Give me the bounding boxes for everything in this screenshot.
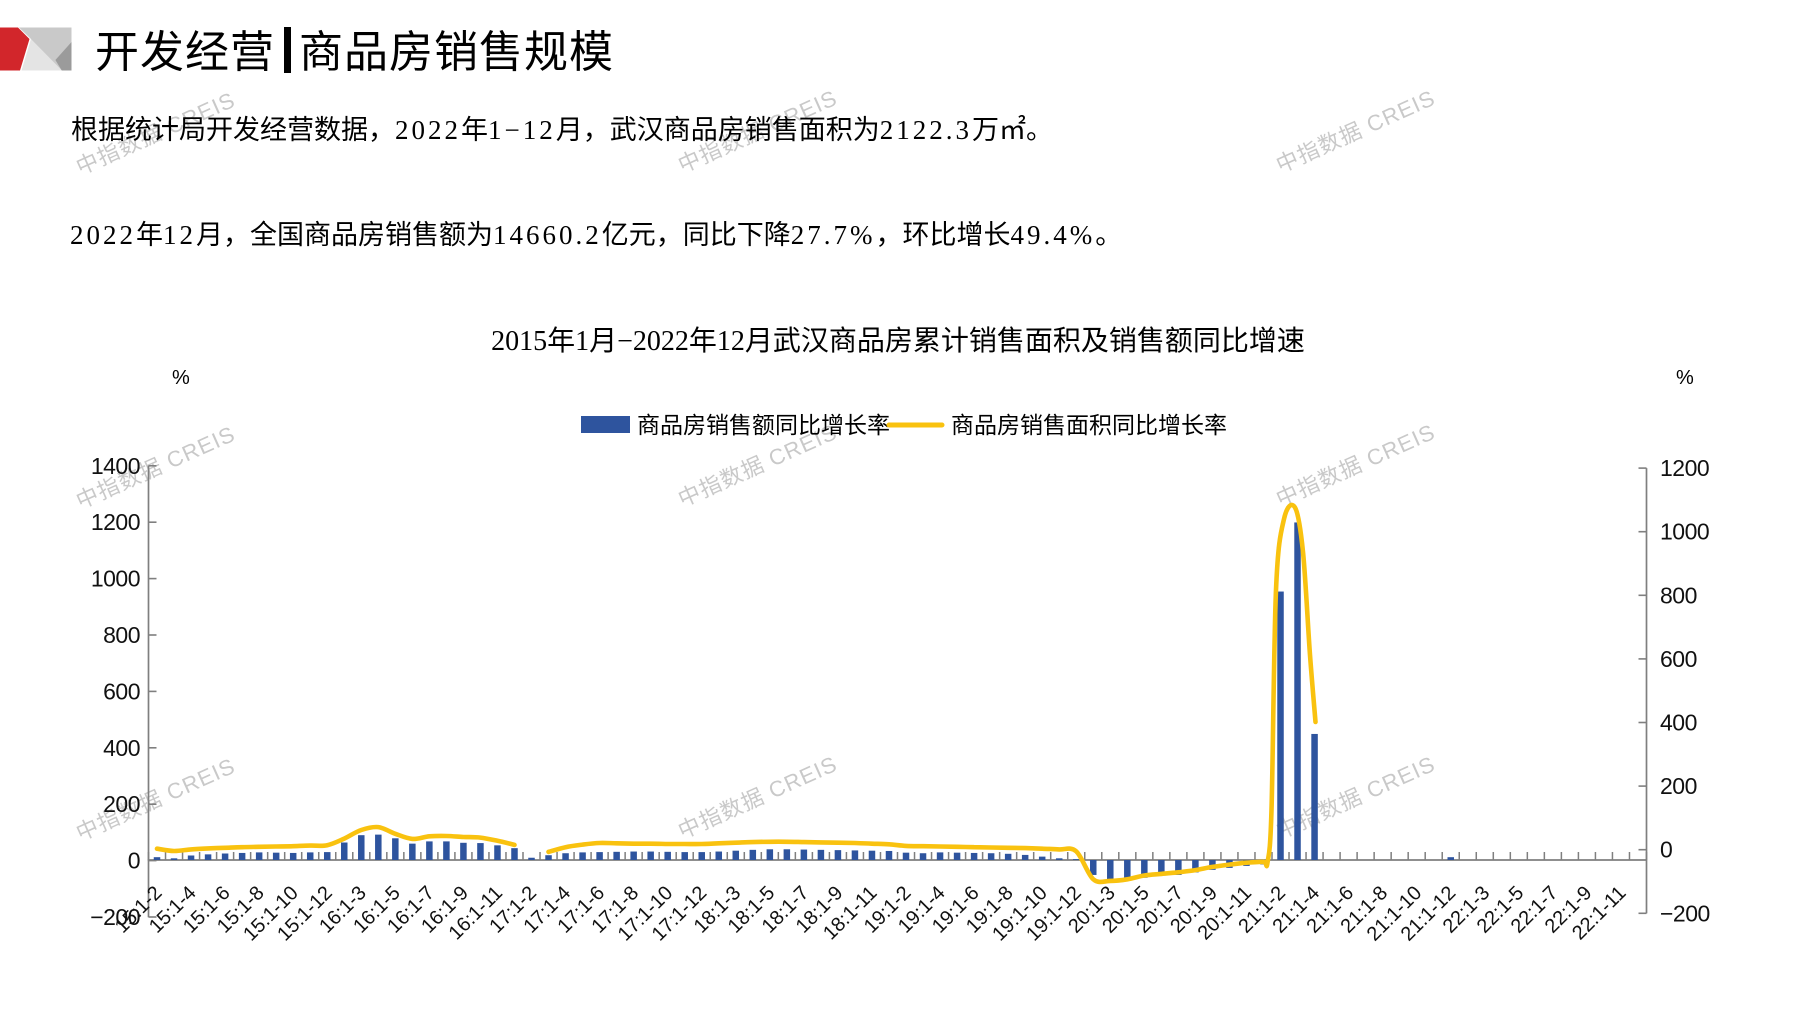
svg-text:200: 200 [1660,773,1697,799]
svg-text:800: 800 [1660,582,1697,608]
svg-text:%: % [1676,367,1694,389]
svg-text:0: 0 [1660,837,1672,863]
svg-text:400: 400 [1660,710,1697,736]
svg-text:商品房销售额同比增长率: 商品房销售额同比增长率 [637,413,890,438]
svg-text:0: 0 [128,848,140,874]
svg-text:200: 200 [103,791,140,817]
svg-text:600: 600 [103,678,140,704]
svg-text:800: 800 [103,622,140,648]
svg-text:2015年1月−2022年12月武汉商品房累计销售面积及销售: 2015年1月−2022年12月武汉商品房累计销售面积及销售额同比增速 [491,325,1305,357]
svg-text:1000: 1000 [1660,519,1709,545]
svg-text:600: 600 [1660,646,1697,672]
svg-text:1000: 1000 [91,566,140,592]
svg-text:−200: −200 [1660,900,1710,926]
svg-text:1200: 1200 [1660,455,1709,481]
svg-text:%: % [172,367,190,389]
svg-text:1400: 1400 [91,453,140,479]
svg-text:商品房销售面积同比增长率: 商品房销售面积同比增长率 [951,413,1227,438]
svg-text:1200: 1200 [91,509,140,535]
svg-text:−200: −200 [90,904,140,930]
svg-text:400: 400 [103,735,140,761]
